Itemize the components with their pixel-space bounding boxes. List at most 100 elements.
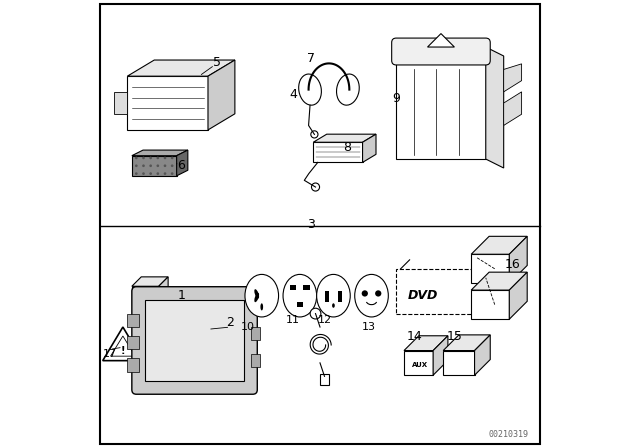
Polygon shape xyxy=(471,272,527,290)
Polygon shape xyxy=(132,150,188,155)
Circle shape xyxy=(142,172,145,175)
Polygon shape xyxy=(504,64,522,92)
Ellipse shape xyxy=(332,303,335,308)
Text: AUX: AUX xyxy=(412,362,428,368)
Polygon shape xyxy=(471,237,527,254)
Circle shape xyxy=(164,172,166,175)
Polygon shape xyxy=(509,237,527,284)
Circle shape xyxy=(142,164,145,167)
Polygon shape xyxy=(443,350,475,375)
Polygon shape xyxy=(404,336,448,350)
Circle shape xyxy=(157,156,159,159)
Circle shape xyxy=(135,156,138,159)
Ellipse shape xyxy=(355,274,388,317)
Text: 4: 4 xyxy=(289,87,297,101)
Circle shape xyxy=(171,164,173,167)
Polygon shape xyxy=(504,92,522,125)
Circle shape xyxy=(375,290,381,297)
Bar xyxy=(297,302,303,307)
Ellipse shape xyxy=(254,293,259,302)
FancyBboxPatch shape xyxy=(132,287,257,394)
Polygon shape xyxy=(127,76,208,130)
Polygon shape xyxy=(433,336,448,375)
Polygon shape xyxy=(509,272,527,319)
Bar xyxy=(251,327,260,340)
Circle shape xyxy=(149,164,152,167)
Text: 11: 11 xyxy=(286,315,300,325)
Bar xyxy=(127,336,139,349)
Polygon shape xyxy=(404,350,433,375)
Polygon shape xyxy=(132,155,177,176)
Bar xyxy=(303,285,310,290)
Circle shape xyxy=(362,290,368,297)
Text: DVD: DVD xyxy=(408,289,438,302)
Circle shape xyxy=(171,156,173,159)
Text: 2: 2 xyxy=(227,316,234,329)
Bar xyxy=(325,291,329,302)
Circle shape xyxy=(157,164,159,167)
Polygon shape xyxy=(127,60,235,76)
Ellipse shape xyxy=(283,274,317,317)
Polygon shape xyxy=(132,277,168,286)
Bar xyxy=(127,358,139,372)
Bar xyxy=(396,269,495,314)
Circle shape xyxy=(312,183,319,191)
Circle shape xyxy=(310,308,321,319)
Polygon shape xyxy=(314,142,363,162)
Ellipse shape xyxy=(299,74,321,105)
Ellipse shape xyxy=(245,274,278,317)
Bar xyxy=(290,285,296,290)
Polygon shape xyxy=(177,150,188,176)
Bar xyxy=(127,314,139,327)
Bar xyxy=(338,291,342,302)
Text: 1: 1 xyxy=(177,289,185,302)
Ellipse shape xyxy=(260,303,263,310)
Polygon shape xyxy=(475,335,490,375)
Polygon shape xyxy=(471,290,509,319)
Polygon shape xyxy=(114,92,127,114)
Circle shape xyxy=(164,164,166,167)
Circle shape xyxy=(171,172,173,175)
Polygon shape xyxy=(396,47,486,159)
Circle shape xyxy=(164,156,166,159)
Bar xyxy=(251,354,260,367)
Bar xyxy=(145,300,244,381)
Circle shape xyxy=(157,172,159,175)
Text: 10: 10 xyxy=(241,322,255,332)
Text: 13: 13 xyxy=(362,322,376,332)
Circle shape xyxy=(149,172,152,175)
Polygon shape xyxy=(132,286,159,305)
Text: !: ! xyxy=(120,345,125,356)
Polygon shape xyxy=(363,134,376,162)
Text: 5: 5 xyxy=(213,56,221,69)
Ellipse shape xyxy=(317,274,350,317)
Text: 3: 3 xyxy=(307,217,315,231)
Text: 00210319: 00210319 xyxy=(488,430,528,439)
Text: 14: 14 xyxy=(406,329,422,343)
Polygon shape xyxy=(103,327,143,361)
Text: 15: 15 xyxy=(447,329,462,343)
Polygon shape xyxy=(471,254,509,284)
Circle shape xyxy=(149,156,152,159)
Polygon shape xyxy=(428,34,454,47)
Text: 17: 17 xyxy=(102,349,116,359)
Circle shape xyxy=(135,172,138,175)
Text: 6: 6 xyxy=(177,159,185,172)
Ellipse shape xyxy=(337,74,359,105)
Polygon shape xyxy=(208,60,235,130)
Text: 7: 7 xyxy=(307,52,315,65)
Bar xyxy=(320,374,329,385)
Polygon shape xyxy=(443,335,490,350)
Circle shape xyxy=(311,131,318,138)
Text: 8: 8 xyxy=(343,141,351,155)
Ellipse shape xyxy=(254,289,259,298)
Circle shape xyxy=(135,164,138,167)
Circle shape xyxy=(142,156,145,159)
Text: 9: 9 xyxy=(392,92,400,105)
Text: 16: 16 xyxy=(505,258,520,271)
Text: 12: 12 xyxy=(317,315,332,325)
Polygon shape xyxy=(314,134,376,142)
Polygon shape xyxy=(486,47,504,168)
FancyBboxPatch shape xyxy=(392,38,490,65)
Polygon shape xyxy=(159,277,168,305)
